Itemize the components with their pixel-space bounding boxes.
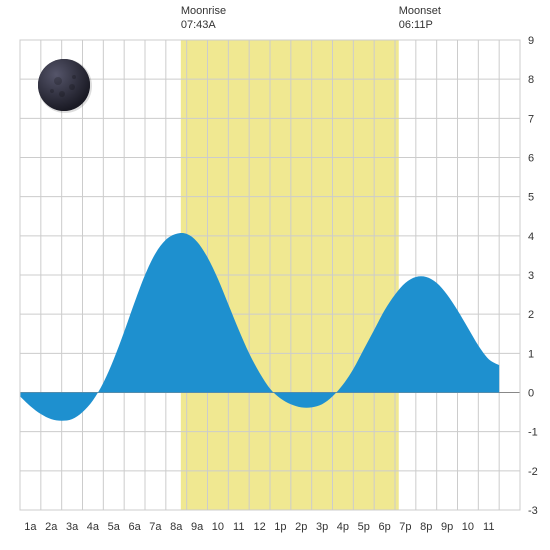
x-tick-label: 8a — [170, 521, 183, 533]
y-tick-label: -3 — [528, 505, 538, 517]
y-tick-label: 8 — [528, 74, 534, 86]
y-tick-label: 7 — [528, 113, 534, 125]
x-tick-label: 9p — [441, 521, 453, 533]
y-tick-label: 6 — [528, 153, 534, 165]
tide-chart-svg: -3-2-101234567891a2a3a4a5a6a7a8a9a101112… — [0, 0, 550, 550]
moonset-time: 06:11P — [399, 19, 433, 31]
x-tick-label: 3a — [66, 521, 79, 533]
x-tick-label: 7a — [149, 521, 162, 533]
y-tick-label: -1 — [528, 427, 538, 439]
tide-chart-container: -3-2-101234567891a2a3a4a5a6a7a8a9a101112… — [0, 0, 550, 550]
x-tick-label: 8p — [420, 521, 432, 533]
x-tick-label: 6a — [128, 521, 141, 533]
x-tick-label: 9a — [191, 521, 204, 533]
y-tick-label: 2 — [528, 309, 534, 321]
x-tick-label: 3p — [316, 521, 328, 533]
moonrise-label: Moonrise — [181, 5, 226, 17]
moonset-label: Moonset — [399, 5, 441, 17]
x-tick-label: 10 — [212, 521, 224, 533]
y-tick-label: 5 — [528, 192, 534, 204]
x-tick-label: 1p — [274, 521, 286, 533]
x-tick-label: 5a — [108, 521, 121, 533]
x-tick-label: 11 — [483, 521, 494, 533]
moon-icon — [38, 59, 92, 113]
x-tick-label: 6p — [378, 521, 390, 533]
y-tick-label: 1 — [528, 348, 534, 360]
x-tick-label: 12 — [253, 521, 265, 533]
moonrise-time: 07:43A — [181, 19, 217, 31]
y-tick-label: 9 — [528, 35, 534, 47]
y-tick-label: 4 — [528, 231, 534, 243]
x-tick-label: 2a — [45, 521, 58, 533]
x-tick-label: 11 — [233, 521, 244, 533]
x-tick-label: 10 — [462, 521, 474, 533]
x-tick-label: 4a — [87, 521, 100, 533]
x-tick-label: 5p — [358, 521, 370, 533]
x-tick-label: 2p — [295, 521, 307, 533]
x-tick-label: 4p — [337, 521, 349, 533]
x-tick-label: 1a — [24, 521, 37, 533]
x-tick-label: 7p — [399, 521, 411, 533]
y-tick-label: -2 — [528, 466, 538, 478]
y-tick-label: 3 — [528, 270, 534, 282]
y-tick-label: 0 — [528, 388, 534, 400]
